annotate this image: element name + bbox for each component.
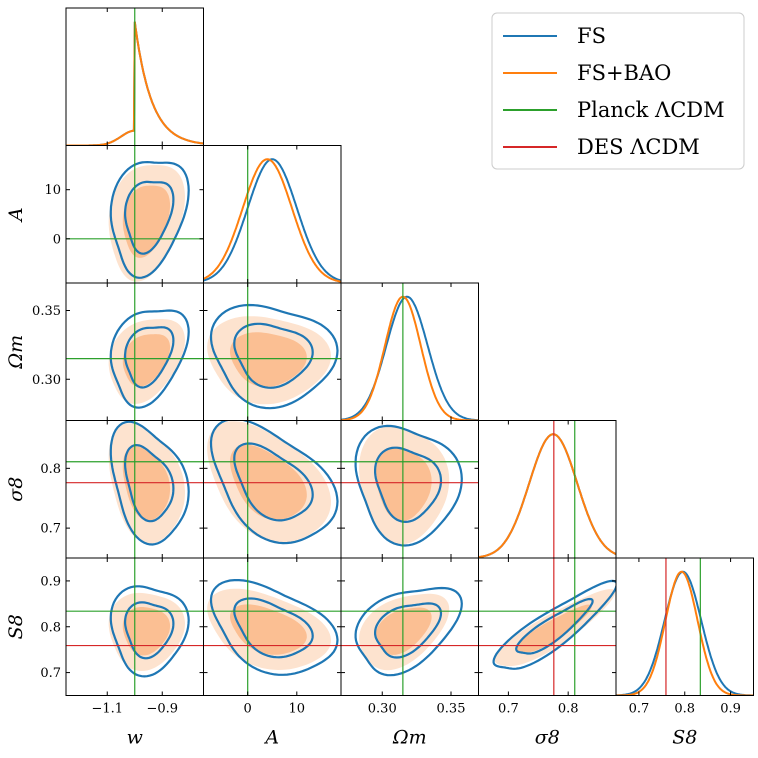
ticks-layer: −1.1 −0.9w 0 10 A 0.30 0.35 Ωm 0.7 0.8 σ8 0.7 0.8 0.9… — [5, 8, 741, 749]
marginal-fs-A — [203, 158, 341, 282]
fs-contour-95 — [354, 586, 463, 677]
fs-contour-68 — [515, 597, 594, 655]
panel-s8-w — [66, 420, 204, 558]
panel-S8-A — [203, 558, 341, 696]
fs-contour-68 — [233, 442, 314, 522]
panel-A-A — [203, 145, 341, 283]
fs-contour-95 — [492, 579, 616, 670]
fs-contour-68 — [374, 446, 443, 524]
y-tick-label-S8: 0.8 — [40, 620, 61, 635]
panel-A-w — [66, 145, 204, 283]
x-tick-label-Om: 0.35 — [437, 702, 466, 717]
panel-S8-s8 — [478, 558, 616, 696]
panel-Om-Om — [341, 283, 479, 421]
x-axis-label-s8: σ8 — [535, 727, 560, 749]
panel-S8-Om — [341, 558, 479, 696]
legend-entry-label: FS+BAO — [577, 61, 671, 85]
fs-contour-95 — [209, 578, 339, 676]
panel-frame — [615, 557, 754, 696]
fs-contour-68 — [123, 326, 175, 389]
fs-bao-contour-68 — [375, 448, 432, 522]
fs-bao-contour-68 — [375, 607, 432, 655]
panel-S8-S8 — [616, 558, 754, 696]
legend-entry-label: Planck ΛCDM — [577, 98, 725, 122]
x-axis-label-Om: Ωm — [392, 727, 427, 749]
panel-s8-A — [203, 420, 341, 558]
legend-entry-label: DES ΛCDM — [577, 135, 700, 159]
x-axis-label-S8: S8 — [672, 727, 697, 749]
y-axis-label-A: A — [5, 207, 27, 223]
fs-contour-95 — [109, 160, 190, 279]
y-axis-label-s8: σ8 — [5, 477, 27, 502]
x-tick-label-w: −1.1 — [91, 702, 123, 717]
fs-contour-68 — [233, 322, 314, 389]
y-tick-label-Om: 0.35 — [32, 304, 61, 319]
y-tick-label-S8: 0.7 — [40, 666, 61, 681]
y-tick-label-A: 10 — [44, 183, 61, 198]
marginal-fs-bao-A — [203, 158, 341, 283]
fs-contour-95 — [209, 303, 339, 410]
panel-frame — [203, 145, 342, 284]
fs-contour-95 — [109, 309, 190, 409]
fs-contour-95 — [109, 585, 190, 678]
marginal-fs-bao-Om — [341, 295, 479, 421]
panel-frame — [478, 420, 617, 559]
fs-bao-contour-68 — [230, 332, 307, 387]
fs-contour-68 — [233, 597, 314, 659]
y-tick-label-s8: 0.8 — [40, 462, 61, 477]
legend: FS FS+BAO Planck ΛCDM DES ΛCDM — [491, 12, 745, 170]
marginal-fs-bao-S8 — [616, 570, 754, 696]
x-axis-label-w: w — [127, 727, 143, 749]
fs-contour-95 — [209, 420, 339, 545]
legend-box — [491, 12, 745, 170]
x-tick-label-s8: 0.7 — [498, 702, 519, 717]
x-tick-label-Om: 0.30 — [368, 702, 397, 717]
marginal-fs-s8 — [478, 433, 616, 558]
fs-contour-95 — [354, 424, 463, 547]
legend-entry-label: FS — [577, 24, 606, 48]
fs-contour-68 — [123, 601, 175, 660]
y-tick-label-S8: 0.9 — [40, 574, 61, 589]
marginal-fs-S8 — [616, 570, 754, 696]
fs-contour-68 — [374, 602, 443, 659]
y-tick-label-s8: 0.7 — [40, 522, 61, 537]
panel-s8-s8 — [478, 420, 616, 558]
x-tick-label-A: 0 — [244, 702, 252, 717]
x-tick-label-A: 10 — [289, 702, 306, 717]
x-tick-label-s8: 0.8 — [558, 702, 579, 717]
x-tick-label-S8: 0.7 — [629, 702, 650, 717]
y-axis-label-Om: Ωm — [5, 335, 27, 370]
x-axis-label-A: A — [263, 727, 279, 749]
y-tick-label-A: 0 — [53, 232, 61, 247]
x-tick-label-S8: 0.8 — [674, 702, 695, 717]
panel-w-w — [66, 8, 204, 146]
x-tick-label-S8: 0.9 — [720, 702, 741, 717]
panel-s8-Om — [341, 420, 479, 558]
panel-Om-w — [66, 283, 204, 421]
y-tick-label-Om: 0.30 — [32, 373, 61, 388]
y-axis-label-S8: S8 — [5, 614, 27, 639]
x-tick-label-w: −0.9 — [146, 702, 178, 717]
fs-contour-68 — [123, 443, 175, 523]
marginal-fs-bao-s8 — [478, 433, 616, 558]
panel-Om-A — [203, 283, 341, 421]
marginal-fs-Om — [341, 295, 479, 421]
fs-contour-95 — [109, 420, 190, 546]
panels-layer — [65, 7, 754, 696]
panel-S8-w — [66, 558, 204, 696]
